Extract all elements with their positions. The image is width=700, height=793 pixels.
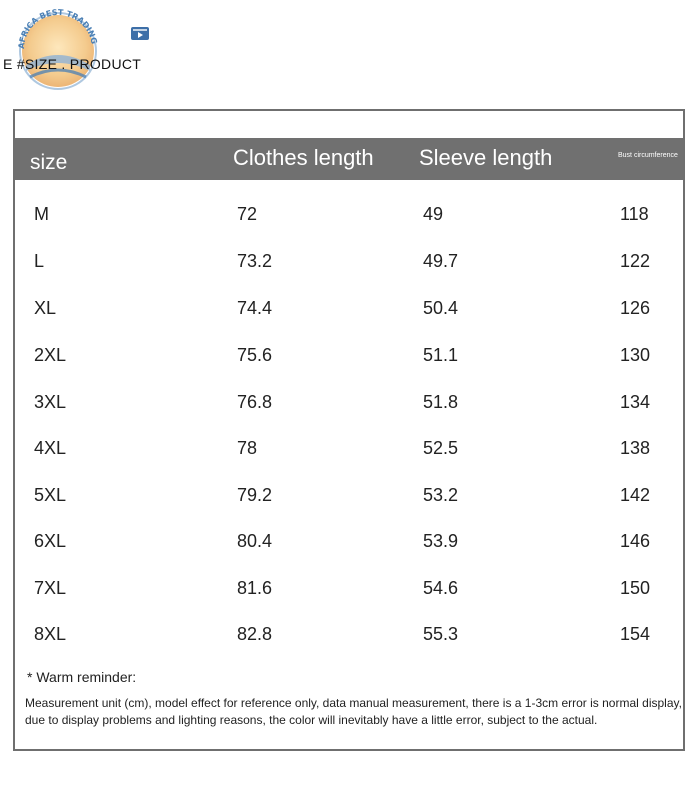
bust-cell: 126 bbox=[620, 298, 651, 318]
bust-cell: 130 bbox=[620, 345, 651, 365]
size-chart: size Clothes length Sleeve length Bust c… bbox=[13, 109, 685, 751]
table-row: M 72 49 118 bbox=[15, 192, 683, 239]
reminder-text: Measurement unit (cm), model effect for … bbox=[25, 696, 682, 727]
table-row: 3XL 76.8 51.8 134 bbox=[15, 380, 683, 427]
size-cell: XL bbox=[34, 298, 57, 318]
bust-cell: 146 bbox=[620, 531, 651, 551]
clothes-length-cell: 72 bbox=[237, 204, 258, 224]
clothes-length-cell: 81.6 bbox=[237, 578, 273, 598]
bust-cell: 150 bbox=[620, 578, 651, 598]
clothes-length-cell: 82.8 bbox=[237, 624, 273, 644]
sleeve-length-cell: 51.1 bbox=[423, 345, 459, 365]
sleeve-length-cell: 49 bbox=[423, 204, 444, 224]
tv-icon bbox=[130, 24, 150, 42]
sleeve-length-cell: 54.6 bbox=[423, 578, 459, 598]
table-row: 7XL 81.6 54.6 150 bbox=[15, 566, 683, 613]
header-sleeve-length: Sleeve length bbox=[419, 145, 553, 170]
table-row: 2XL 75.6 51.1 130 bbox=[15, 333, 683, 380]
table-row: XL 74.4 50.4 126 bbox=[15, 286, 683, 333]
logo-badge: AFRICA BEST TRADING PLAT bbox=[7, 0, 106, 93]
clothes-length-cell: 73.2 bbox=[237, 251, 273, 271]
table-row: L 73.2 49.7 122 bbox=[15, 239, 683, 286]
table-row: 4XL 78 52.5 138 bbox=[15, 426, 683, 473]
table-row: 5XL 79.2 53.2 142 bbox=[15, 473, 683, 520]
reminder-title: * Warm reminder: bbox=[27, 669, 137, 685]
size-cell: L bbox=[34, 251, 45, 271]
size-cell: 4XL bbox=[34, 438, 67, 458]
clothes-length-cell: 75.6 bbox=[237, 345, 273, 365]
header-size: size bbox=[30, 151, 68, 174]
table-row: 6XL 80.4 53.9 146 bbox=[15, 519, 683, 566]
sleeve-length-cell: 55.3 bbox=[423, 624, 459, 644]
bust-cell: 118 bbox=[620, 204, 649, 224]
clothes-length-cell: 80.4 bbox=[237, 531, 273, 551]
size-cell: 2XL bbox=[34, 345, 67, 365]
sleeve-length-cell: 50.4 bbox=[423, 298, 459, 318]
sleeve-length-cell: 49.7 bbox=[423, 251, 459, 271]
sleeve-length-cell: 52.5 bbox=[423, 438, 459, 458]
sleeve-length-cell: 53.9 bbox=[423, 531, 459, 551]
header-bust-circumference: Bust circumference bbox=[618, 152, 678, 159]
bust-cell: 142 bbox=[620, 485, 651, 505]
clothes-length-cell: 74.4 bbox=[237, 298, 273, 318]
size-cell: 5XL bbox=[34, 485, 67, 505]
header-clothes-length: Clothes length bbox=[233, 145, 374, 170]
size-cell: M bbox=[34, 204, 49, 224]
clothes-length-cell: 78 bbox=[237, 438, 258, 458]
sleeve-length-cell: 53.2 bbox=[423, 485, 459, 505]
table-header: size Clothes length Sleeve length Bust c… bbox=[15, 138, 683, 180]
clothes-length-cell: 79.2 bbox=[237, 485, 273, 505]
size-cell: 7XL bbox=[34, 578, 67, 598]
bust-cell: 134 bbox=[620, 392, 651, 412]
size-cell: 6XL bbox=[34, 531, 67, 551]
table-row: 8XL 82.8 55.3 154 bbox=[15, 612, 683, 659]
bust-cell: 138 bbox=[620, 438, 651, 458]
sleeve-length-cell: 51.8 bbox=[423, 392, 459, 412]
page-title: E #SIZE . PRODUCT bbox=[3, 56, 142, 72]
size-cell: 3XL bbox=[34, 392, 67, 412]
size-cell: 8XL bbox=[34, 624, 67, 644]
bust-cell: 154 bbox=[620, 624, 651, 644]
bust-cell: 122 bbox=[620, 251, 651, 271]
clothes-length-cell: 76.8 bbox=[237, 392, 273, 412]
